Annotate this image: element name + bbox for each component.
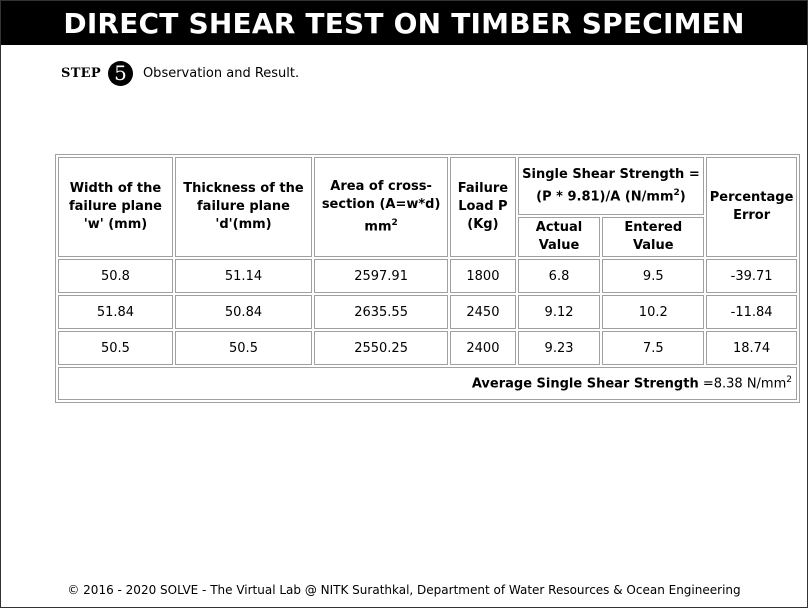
header-width: Width of the failure plane 'w' (mm) [58,157,173,257]
table-row: 50.8 51.14 2597.91 1800 6.8 9.5 -39.71 [58,259,797,293]
cell-width: 51.84 [58,295,173,329]
cell-area: 2550.25 [314,331,449,365]
header-percentage-error: Percentage Error [706,157,797,257]
cell-entered: 9.5 [602,259,705,293]
header-thickness: Thickness of the failure plane 'd'(mm) [174,157,313,257]
cell-thickness: 50.5 [174,331,313,365]
average-row: Average Single Shear Strength =8.38 N/mm… [58,367,797,400]
cell-thickness: 50.84 [174,295,313,329]
cell-load: 1800 [450,259,516,293]
cell-actual: 9.12 [517,295,601,329]
cell-actual: 6.8 [517,259,601,293]
cell-thickness: 51.14 [174,259,313,293]
header-actual-value: Actual Value [517,217,601,257]
average-unit-sup: 2 [786,375,792,386]
page-title: DIRECT SHEAR TEST ON TIMBER SPECIMEN [1,1,807,45]
cell-entered: 10.2 [602,295,705,329]
step-description: Observation and Result. [142,65,300,81]
cell-error: -39.71 [706,259,797,293]
cell-entered: 7.5 [602,331,705,365]
cell-width: 50.5 [58,331,173,365]
header-failure-load: Failure Load P (Kg) [450,157,516,257]
table-row: 50.5 50.5 2550.25 2400 9.23 7.5 18.74 [58,331,797,365]
results-table: Width of the failure plane 'w' (mm) Thic… [55,154,800,403]
subheader-row: Actual Value Entered Value [58,217,797,257]
cell-load: 2450 [450,295,516,329]
cell-error: 18.74 [706,331,797,365]
cell-width: 50.8 [58,259,173,293]
step-label: STEP [61,65,101,81]
step-number-badge: 5 [107,60,133,86]
header-row: Width of the failure plane 'w' (mm) Thic… [58,157,797,257]
step-heading: STEP 5 Observation and Result. [61,59,299,87]
header-shear-strength: Single Shear Strength = (P * 9.81)/A (N/… [517,157,705,215]
cell-area: 2635.55 [314,295,449,329]
cell-actual: 9.23 [517,331,601,365]
average-cell: Average Single Shear Strength =8.38 N/mm… [58,367,797,400]
average-value: =8.38 N/mm [702,376,787,392]
average-label: Average Single Shear Strength [471,376,699,392]
cell-area: 2597.91 [314,259,449,293]
header-area: Area of cross-section (A=w*d) mm2 [314,157,449,257]
cell-load: 2400 [450,331,516,365]
footer-copyright: © 2016 - 2020 SOLVE - The Virtual Lab @ … [67,583,741,597]
results-table-container: Width of the failure plane 'w' (mm) Thic… [55,154,800,403]
table-row: 51.84 50.84 2635.55 2450 9.12 10.2 -11.8… [58,295,797,329]
cell-error: -11.84 [706,295,797,329]
header-entered-value: Entered Value [602,217,705,257]
